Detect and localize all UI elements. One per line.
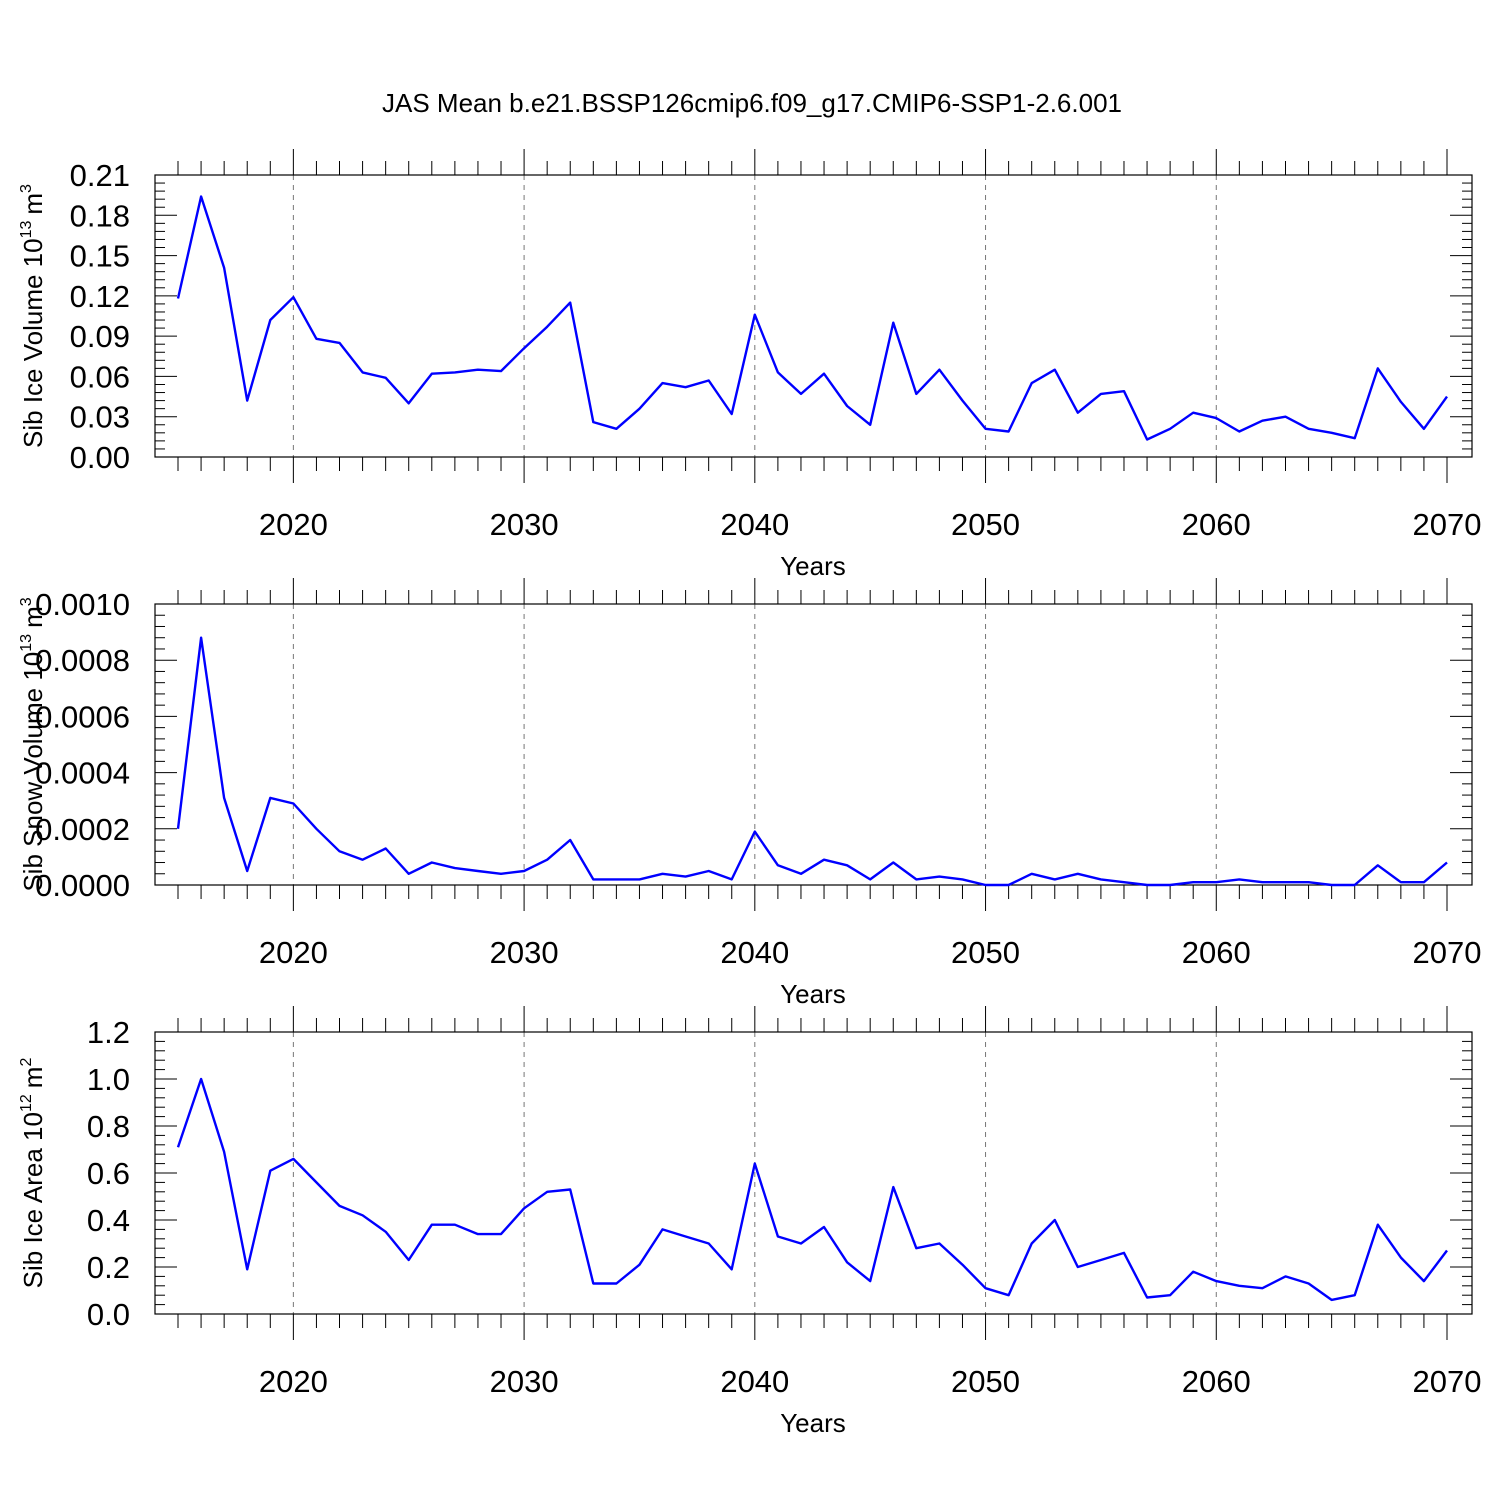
- ice-area-ytick-label: 0.8: [87, 1109, 130, 1144]
- snow-volume-ticks: [155, 578, 1472, 911]
- ice-area-ytick-labels: 0.0 0.2 0.4 0.6 0.8 1.0 1.2: [87, 1015, 130, 1332]
- ice-volume-ytick-label: 0.06: [70, 359, 130, 394]
- snow-volume-ylabel: Sib Snow Volume 1013 m3: [18, 597, 48, 891]
- ice-area-ylabel: Sib Ice Area 1012 m2: [18, 1058, 48, 1289]
- ice-volume-series: [176, 195, 1448, 441]
- ice-volume-xtick-label: 2060: [1182, 507, 1251, 542]
- panel-ice-volume: 0.00 0.03 0.06 0.09 0.12 0.15 0.18 0.21 2020 203…: [18, 149, 1481, 581]
- ice-area-xtick-label: 2030: [490, 1364, 559, 1399]
- ice-volume-ylabel-unit: m: [18, 193, 48, 215]
- ice-area-xtick-labels: 2020 2030 2040 2050 2060 2070: [259, 1364, 1482, 1399]
- ice-area-ylabel-unit-exponent: 2: [18, 1058, 35, 1067]
- snow-volume-series-line: [176, 636, 1448, 887]
- ice-area-grid: [292, 1032, 1217, 1314]
- ice-volume-ytick-label: 0.21: [70, 158, 130, 193]
- ice-area-series: [176, 1077, 1448, 1302]
- ice-area-xtick-label: 2020: [259, 1364, 328, 1399]
- ice-volume-ylabel-unit-exponent: 3: [18, 184, 35, 193]
- ice-volume-ytick-labels: 0.00 0.03 0.06 0.09 0.12 0.15 0.18 0.21: [70, 158, 130, 475]
- figure-title: JAS Mean b.e21.BSSP126cmip6.f09_g17.CMIP…: [382, 88, 1122, 118]
- ice-volume-xtick-label: 2030: [490, 507, 559, 542]
- ice-area-ytick-label: 0.6: [87, 1156, 130, 1191]
- ice-volume-ytick-label: 0.00: [70, 440, 130, 475]
- snow-volume-xtick-label: 2060: [1182, 935, 1251, 970]
- snow-volume-ylabel-unit: m: [18, 606, 48, 628]
- snow-volume-ytick-label: 0.0006: [35, 699, 130, 734]
- snow-volume-xtick-label: 2020: [259, 935, 328, 970]
- ice-area-ytick-label: 1.2: [87, 1015, 130, 1050]
- snow-volume-xtick-label: 2070: [1413, 935, 1482, 970]
- ice-area-xtick-label: 2070: [1413, 1364, 1482, 1399]
- ice-volume-ticks: [155, 149, 1472, 483]
- snow-volume-xtick-label: 2040: [720, 935, 789, 970]
- ice-volume-ytick-label: 0.09: [70, 319, 130, 354]
- ice-area-ytick-label: 0.0: [87, 1297, 130, 1332]
- ice-volume-series-line: [176, 195, 1448, 441]
- ice-volume-ytick-label: 0.18: [70, 198, 130, 233]
- ice-volume-xtick-label: 2020: [259, 507, 328, 542]
- ice-volume-ylabel-exponent: 13: [18, 221, 35, 239]
- ice-area-ytick-label: 0.4: [87, 1203, 130, 1238]
- panel-snow-volume: 0.0000 0.0002 0.0004 0.0006 0.0008 0.0010 202…: [18, 578, 1481, 1009]
- snow-volume-ytick-label: 0.0008: [35, 643, 130, 678]
- ice-area-ylabel-text: Sib Ice Area 10: [18, 1112, 48, 1288]
- snow-volume-xlabel: Years: [780, 979, 846, 1009]
- ice-volume-ylabel-text: Sib Ice Volume 10: [18, 238, 48, 448]
- snow-volume-ytick-label: 0.0002: [35, 812, 130, 847]
- snow-volume-ylabel-unit-exponent: 3: [18, 597, 35, 606]
- snow-volume-grid: [292, 604, 1217, 885]
- snow-volume-ytick-label: 0.0010: [35, 587, 130, 622]
- snow-volume-xtick-label: 2030: [490, 935, 559, 970]
- ice-area-ticks: [155, 1006, 1472, 1340]
- ice-volume-xtick-label: 2050: [951, 507, 1020, 542]
- ice-volume-ylabel: Sib Ice Volume 1013 m3: [18, 184, 48, 448]
- ice-area-xtick-label: 2060: [1182, 1364, 1251, 1399]
- ice-volume-ytick-label: 0.15: [70, 239, 130, 274]
- snow-volume-ytick-label: 0.0000: [35, 868, 130, 903]
- panel-ice-area: 0.00.20.40.60.81.01.2 2020 2030 2040 2050 20…: [18, 1006, 1481, 1438]
- snow-volume-series: [176, 636, 1448, 887]
- snow-volume-ytick-labels: 0.0000 0.0002 0.0004 0.0006 0.0008 0.0010: [35, 587, 130, 903]
- ice-volume-xlabel: Years: [780, 551, 846, 581]
- ice-volume-ytick-label: 0.12: [70, 279, 130, 314]
- snow-volume-xtick-label: 2050: [951, 935, 1020, 970]
- ice-area-series-line: [176, 1077, 1448, 1302]
- ice-volume-xtick-label: 2040: [720, 507, 789, 542]
- ice-area-xtick-label: 2040: [720, 1364, 789, 1399]
- ice-volume-frame: [154, 174, 1473, 458]
- snow-volume-ylabel-exponent: 13: [18, 634, 35, 652]
- snow-volume-ylabel-text: Sib Snow Volume 10: [18, 652, 48, 892]
- ice-area-xtick-label: 2050: [951, 1364, 1020, 1399]
- snow-volume-ytick-label: 0.0004: [35, 756, 130, 791]
- ice-area-frame: [154, 1031, 1473, 1315]
- snow-volume-frame: [154, 603, 1473, 886]
- snow-volume-xtick-labels: 2020 2030 2040 2050 2060 2070: [259, 935, 1482, 970]
- ice-area-ylabel-exponent: 12: [18, 1094, 35, 1112]
- ice-area-ytick-label: 1.0: [87, 1062, 130, 1097]
- ice-volume-xtick-label: 2070: [1413, 507, 1482, 542]
- ice-area-xlabel: Years: [780, 1408, 846, 1438]
- ice-area-ytick-label: 0.2: [87, 1250, 130, 1285]
- ice-volume-ytick-label: 0.03: [70, 400, 130, 435]
- ice-area-ylabel-unit: m: [18, 1067, 48, 1089]
- ice-volume-xtick-labels: 2020 2030 2040 2050 2060 2070: [259, 507, 1482, 542]
